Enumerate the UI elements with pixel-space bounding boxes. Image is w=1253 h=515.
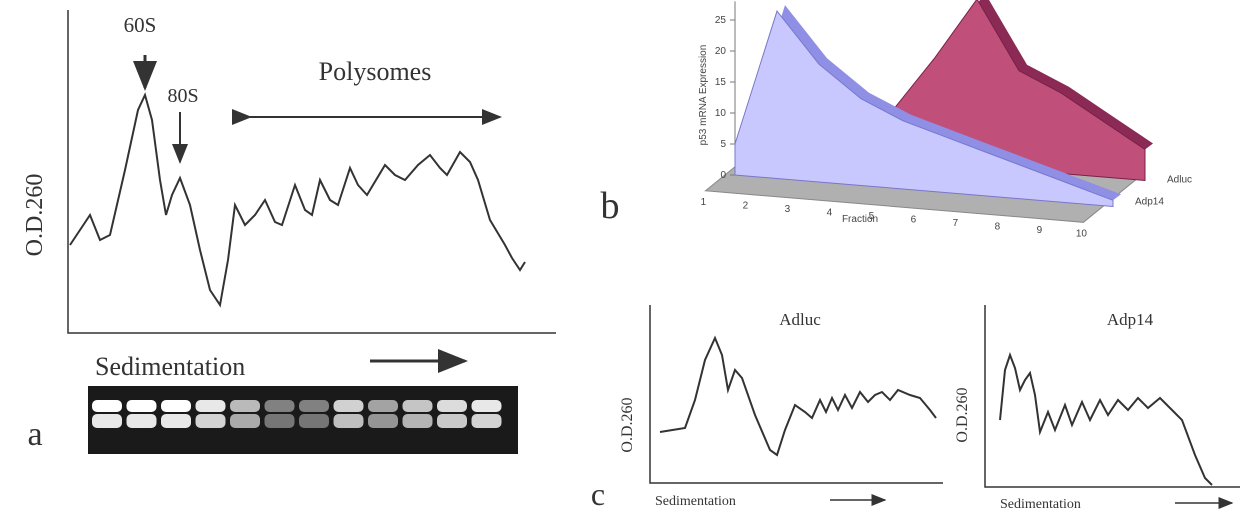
panel-c: c Adluc O.D.260 Sedimentation Adp14 O.D.… xyxy=(591,305,1240,512)
gel-band xyxy=(299,414,329,428)
x-label: Sedimentation xyxy=(95,352,245,381)
profile-curve xyxy=(1000,355,1212,485)
gel-band xyxy=(437,400,467,412)
gel-band xyxy=(127,400,157,412)
x-label: Sedimentation xyxy=(1000,497,1081,512)
gel-band xyxy=(161,400,191,412)
y-tick-label: 15 xyxy=(715,77,727,88)
y-label: O.D.260 xyxy=(954,387,971,442)
x-tick-label: 8 xyxy=(995,221,1001,232)
peak-label: 60S xyxy=(124,13,157,37)
y-tick-label: 0 xyxy=(720,170,726,181)
panel-label: b xyxy=(601,185,620,227)
gel-band xyxy=(265,414,295,428)
gel-band xyxy=(299,400,329,412)
y-tick-label: 25 xyxy=(715,15,727,26)
gel-band xyxy=(368,414,398,428)
y-tick-label: 20 xyxy=(715,46,727,57)
x-tick-label: 5 xyxy=(869,211,875,222)
panel-label: c xyxy=(591,476,605,512)
axes xyxy=(68,10,556,333)
gel-band xyxy=(403,400,433,412)
legend-label: Adluc xyxy=(1167,175,1192,186)
gel-band xyxy=(92,400,122,412)
axes xyxy=(985,305,1240,487)
profile-curve xyxy=(70,95,525,305)
x-tick-label: 1 xyxy=(701,197,707,208)
y-label: p53 mRNA Expression xyxy=(698,45,709,146)
x-tick-label: 2 xyxy=(743,200,749,211)
x-tick-label: 10 xyxy=(1076,228,1088,239)
peak-label: 80S xyxy=(167,85,198,107)
y-tick-label: 10 xyxy=(715,108,727,119)
gel-band xyxy=(230,400,260,412)
x-tick-label: 6 xyxy=(911,214,917,225)
gel-band xyxy=(92,414,122,428)
gel-band xyxy=(230,414,260,428)
gel-band xyxy=(265,400,295,412)
axes xyxy=(650,305,943,483)
gel-band xyxy=(161,414,191,428)
y-label: O.D.260 xyxy=(619,397,636,452)
gel-band xyxy=(196,400,226,412)
panel-b: b p53 mRNA Expression Fraction 051015202… xyxy=(601,0,1193,239)
gel-band xyxy=(403,414,433,428)
gel-band xyxy=(196,414,226,428)
figure: 60S 80S Polysomes O.D.260 Sedimentation … xyxy=(0,0,1253,515)
gel-band xyxy=(127,414,157,428)
gel-band xyxy=(472,400,502,412)
x-label: Sedimentation xyxy=(655,494,736,509)
gel-band xyxy=(334,400,364,412)
y-label: O.D.260 xyxy=(22,174,48,257)
gel-band xyxy=(437,414,467,428)
label: Polysomes xyxy=(319,57,432,86)
x-tick-label: 4 xyxy=(827,207,833,218)
gel-band xyxy=(334,414,364,428)
x-tick-label: 7 xyxy=(953,218,959,229)
panel-a: 60S 80S Polysomes O.D.260 Sedimentation … xyxy=(22,10,556,454)
panel-title: Adluc xyxy=(779,310,821,329)
y-tick-label: 5 xyxy=(720,139,726,150)
panel-label: a xyxy=(27,416,42,453)
x-tick-label: 3 xyxy=(785,204,791,215)
profile-curve xyxy=(660,338,936,455)
gel-band xyxy=(472,414,502,428)
gel-band xyxy=(368,400,398,412)
x-tick-label: 9 xyxy=(1037,225,1043,236)
panel-title: Adp14 xyxy=(1107,310,1154,329)
legend-label: Adp14 xyxy=(1135,197,1164,208)
